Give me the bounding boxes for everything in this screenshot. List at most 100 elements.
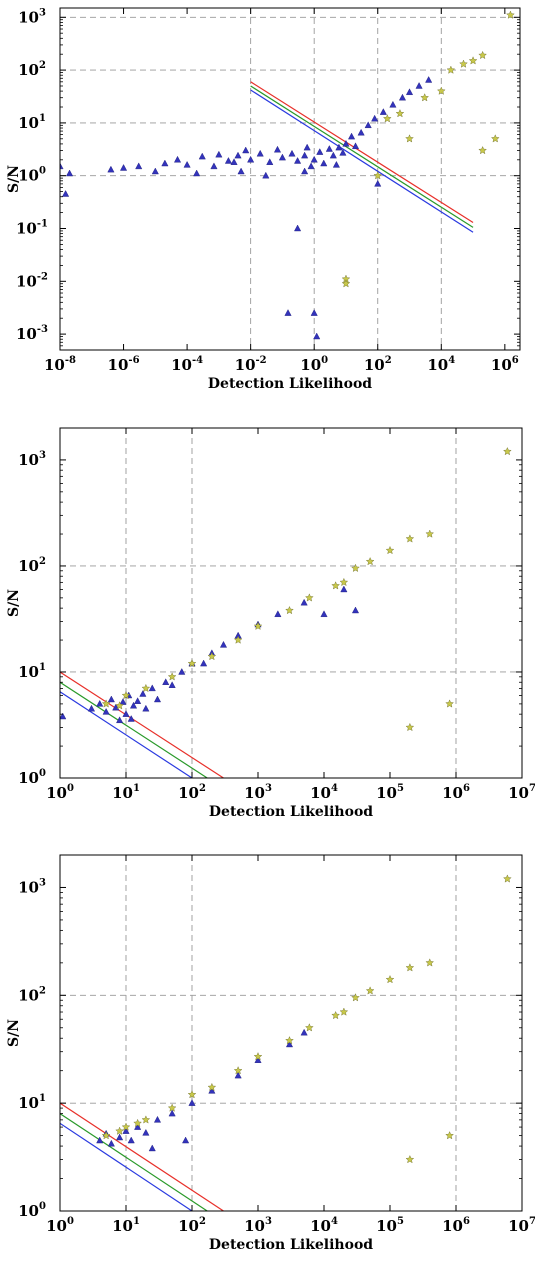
c2-triangle-point (219, 640, 228, 648)
c1-star-point (436, 86, 446, 95)
c1-triangle-point (266, 158, 274, 165)
c2-x-tick-label: 101 (112, 783, 140, 802)
c1-triangle-point (60, 162, 64, 170)
c2-y-tick-label: 100 (18, 768, 46, 787)
c3-triangle-point (285, 1040, 294, 1048)
c2-triangle-point (148, 684, 156, 692)
c3-x-tick-label: 102 (178, 1216, 206, 1235)
c1-triangle-point (405, 88, 414, 95)
c2-star-point (207, 651, 217, 661)
c2-plot-area (60, 446, 512, 778)
c1-triangle-point (415, 82, 423, 89)
c1-y-axis-label: S/N (6, 165, 22, 193)
c2-x-tick-label: 102 (178, 783, 206, 802)
c1-triangle-point (242, 146, 250, 154)
c2-triangle-point (300, 598, 308, 606)
c2-y-tick-label: 102 (18, 556, 46, 575)
c3-star-point (445, 1131, 454, 1140)
c3-star-point (405, 963, 415, 972)
c1-triangle-point (193, 169, 201, 177)
c3-x-axis-label: Detection Likelihood (209, 1237, 373, 1253)
c3-star-point (253, 1052, 263, 1061)
c1-x-tick-label: 10-4 (171, 355, 203, 374)
c1-triangle-point (230, 158, 238, 165)
c3-star-point (305, 1023, 314, 1032)
c2-triangle-point (168, 681, 176, 688)
c3-star-point (167, 1103, 177, 1112)
c3-triangle-point (300, 1028, 308, 1036)
c1-triangle-point (278, 153, 286, 161)
c1-y-tick-label: 10-3 (16, 324, 48, 343)
c2-y-tick-label: 103 (18, 450, 46, 469)
c2-star-point (385, 545, 395, 555)
c1-triangle-point (332, 160, 340, 168)
c1-triangle-point (237, 167, 245, 175)
c1-triangle-point (66, 169, 74, 177)
c1-triangle-point (301, 151, 309, 159)
c1-x-tick-label: 100 (300, 355, 328, 374)
chart-2: 100 101 102 103 104 105 106 107 100 101 102 103 Dete… (6, 427, 535, 820)
c1-triangle-point (183, 160, 191, 168)
c1-x-tick-label: 10-6 (108, 355, 140, 374)
c3-triangle-point (127, 1136, 135, 1144)
c2-star-point (445, 699, 454, 708)
c1-triangle-point (389, 100, 397, 108)
c1-triangle-point (273, 145, 282, 153)
c2-triangle-point (274, 610, 282, 617)
c3-triangle-point (96, 1136, 104, 1144)
c1-triangle-point (198, 152, 206, 160)
c1-x-tick-label: 104 (427, 355, 455, 374)
c1-star-point (468, 56, 478, 65)
c1-triangle-point (173, 155, 182, 163)
c3-threshold-line-3 (60, 1122, 193, 1211)
c2-star-point (365, 557, 375, 566)
c3-y-tick-label: 101 (18, 1093, 46, 1112)
c2-threshold-line-1 (60, 671, 224, 778)
c1-triangle-point (301, 167, 309, 175)
c3-y-tick-label: 103 (18, 877, 46, 896)
c2-triangle-point (122, 710, 130, 717)
c2-star-point (187, 659, 197, 668)
c2-triangle-point (102, 707, 110, 715)
c3-star-point (187, 1090, 197, 1099)
c1-triangle-point (215, 150, 223, 158)
c2-star-point (233, 635, 243, 644)
c1-y-tick-label: 102 (18, 60, 46, 79)
c3-star-point (339, 1007, 349, 1016)
c3-triangle-point (188, 1099, 196, 1106)
c2-triangle-point (127, 715, 135, 722)
c1-x-tick-label: 10-2 (235, 355, 267, 374)
c3-star-point (233, 1066, 243, 1075)
c1-triangle-point (329, 151, 337, 159)
c1-triangle-point (294, 157, 302, 164)
c1-triangle-point (284, 309, 292, 316)
c1-triangle-point (310, 155, 318, 163)
chart-1: 10-8 10-6 10-4 10-2 100 102 104 106 10-3 10-2 10-1… (6, 7, 521, 392)
c3-x-tick-label: 104 (310, 1216, 338, 1235)
c3-x-tick-label: 107 (508, 1216, 535, 1235)
chart-panel-3: 100 101 102 103 104 105 106 107 100 101 102 103 Dete… (0, 843, 535, 1266)
c2-triangle-point (129, 701, 138, 709)
c2-x-tick-label: 104 (310, 783, 338, 802)
c3-y-tick-label: 100 (18, 1201, 46, 1220)
c1-star-point (383, 114, 392, 123)
c1-triangle-point (62, 190, 70, 197)
c3-triangle-point (122, 1127, 130, 1134)
c3-x-tick-label: 103 (244, 1216, 272, 1235)
c2-star-point (339, 577, 349, 587)
c2-star-point (167, 672, 177, 681)
c1-plot-area (60, 10, 515, 340)
c1-triangle-point (371, 114, 379, 122)
c2-threshold-line-2 (60, 681, 208, 778)
c1-y-tick-label: 10-2 (16, 271, 48, 290)
c3-triangle-point (107, 1139, 115, 1147)
c1-threshold-line-2 (250, 85, 474, 228)
c3-star-point (331, 1010, 340, 1020)
c3-threshold-line-1 (60, 1102, 224, 1211)
c2-axes-frame (59, 427, 523, 779)
c1-triangle-point (364, 121, 372, 129)
c1-triangle-point (357, 128, 365, 136)
c1-y-tick-label: 103 (18, 7, 46, 26)
c1-triangle-point (303, 143, 311, 151)
c2-triangle-point (153, 695, 162, 703)
